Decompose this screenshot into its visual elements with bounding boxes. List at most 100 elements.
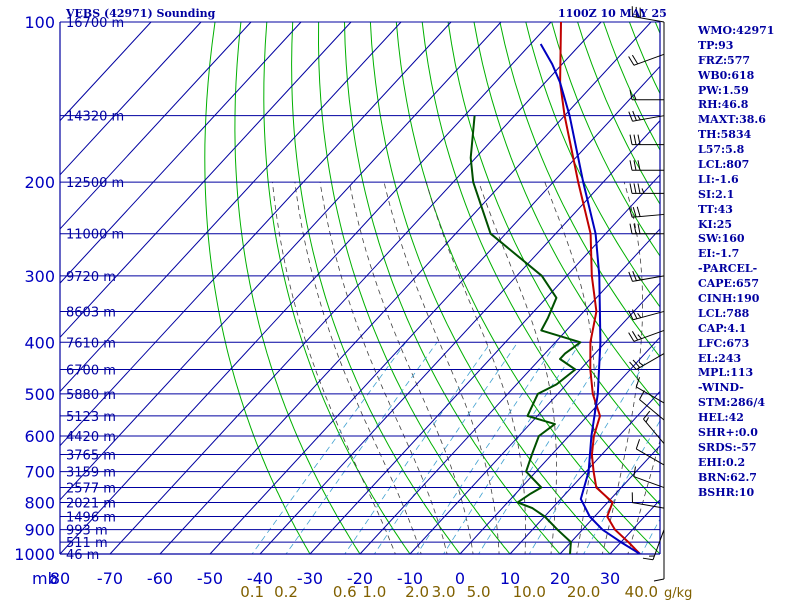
- pressure-unit-label: mb: [32, 569, 58, 588]
- wind-barb: [629, 183, 664, 194]
- moist-adiabat: [601, 181, 643, 554]
- barb-feather: [639, 390, 645, 400]
- dry-adiabat: [421, 22, 660, 506]
- height-label: 46 m: [66, 548, 99, 563]
- stat-item: LI:-1.6: [698, 172, 739, 186]
- barb-staff: [632, 502, 665, 509]
- wind-barb: [628, 271, 665, 282]
- height-label: 14320 m: [66, 110, 124, 125]
- stat-item: -PARCEL-: [698, 262, 758, 276]
- barb-staff: [636, 353, 665, 371]
- stat-item: SI:2.1: [698, 187, 735, 201]
- wind-barb: [628, 53, 665, 66]
- barb-feather: [641, 188, 645, 194]
- moist-adiabat: [294, 182, 422, 554]
- data-series: [469, 22, 641, 554]
- station-title: VEBS (42971) Sounding: [66, 7, 216, 20]
- mixing-ratio-label: 0.1: [240, 583, 264, 600]
- wind-barb: [629, 134, 664, 146]
- wind-barb: [633, 466, 665, 489]
- wind-barb: [631, 6, 665, 23]
- isotherm: [59, 21, 502, 501]
- isotherm: [59, 21, 552, 555]
- height-label: 5880 m: [66, 388, 116, 403]
- wind-barb: [631, 492, 665, 509]
- stat-item: TP:93: [698, 38, 734, 52]
- barb-feather: [638, 361, 644, 366]
- stat-item: TT:43: [698, 202, 733, 216]
- height-label: 12500 m: [66, 176, 124, 191]
- barb-feather: [629, 361, 637, 370]
- moist-adiabat: [319, 182, 448, 554]
- barb-feather: [628, 332, 635, 342]
- mixing-ratio-label: 40.0: [625, 583, 658, 600]
- isotherm: [259, 120, 661, 555]
- temperature-tick-label: 20: [550, 569, 570, 588]
- isotherm: [59, 21, 152, 121]
- pressure-tick-label: 500: [24, 385, 55, 404]
- isotherm: [59, 21, 302, 284]
- temperature-tick-label: 80: [50, 569, 70, 588]
- barb-feather: [633, 223, 637, 234]
- mixing-ratio-label: 1.0: [362, 583, 386, 600]
- stat-item: FRZ:577: [698, 53, 751, 67]
- pressure-tick-label: 700: [24, 463, 55, 482]
- height-label: 9720 m: [66, 270, 116, 285]
- dewpoint-line: [469, 115, 582, 554]
- wind-barb: [628, 329, 665, 342]
- barb-feather: [653, 578, 665, 582]
- barb-feather: [635, 377, 641, 388]
- temperature-tick-label: 10: [500, 569, 520, 588]
- stat-item: PW:1.59: [698, 83, 749, 97]
- barb-feather: [629, 89, 633, 100]
- mixing-ratio-line: [344, 342, 492, 554]
- mixing-ratio-label: 0.2: [274, 583, 298, 600]
- height-label: 8603 m: [66, 305, 116, 320]
- stat-item: HEL:42: [698, 411, 744, 425]
- wind-barb: [639, 390, 665, 421]
- temperature-tick-label: 0: [455, 569, 465, 588]
- stat-item: WMO:42971: [698, 24, 775, 37]
- barb-staff: [632, 275, 665, 282]
- stat-item: SW:160: [698, 232, 745, 246]
- stat-item: BSHR:10: [698, 485, 755, 499]
- pressure-tick-label: 900: [24, 521, 55, 540]
- stat-item: EL:243: [698, 351, 742, 365]
- mixing-ratio-label: 0.6: [333, 583, 357, 600]
- barb-feather: [628, 207, 633, 218]
- height-label: 2021 m: [66, 496, 116, 511]
- isotherm: [59, 21, 402, 392]
- barb-feather: [629, 134, 633, 145]
- isotherm: [459, 336, 661, 555]
- temperature-tick-label: 30: [600, 569, 620, 588]
- wind-barb: [643, 410, 665, 444]
- dry-adiabat: [551, 22, 660, 257]
- pressure-tick-label: 1000: [14, 545, 55, 564]
- moist-adiabat: [383, 182, 500, 554]
- stat-item: L57:5.8: [698, 143, 745, 157]
- wind-barb: [629, 353, 665, 371]
- background-lines: [204, 22, 660, 554]
- wind-barb: [635, 377, 665, 404]
- dry-adiabat: [525, 22, 660, 308]
- height-label: 7610 m: [66, 336, 116, 351]
- wind-barb: [642, 529, 665, 561]
- height-label: 3159 m: [66, 466, 116, 481]
- stat-item: WB0:618: [698, 68, 755, 82]
- barb-feather: [628, 310, 634, 320]
- wind-barb: [629, 223, 664, 235]
- barb-staff: [632, 213, 665, 218]
- barb-feather: [629, 183, 633, 194]
- barb-feather: [631, 309, 638, 319]
- stats-panel: WMO:42971 TP:93 FRZ:577 WB0:618 PW:1.59 RH:46…: [698, 24, 774, 501]
- stat-item: SHR+:0.0: [698, 426, 758, 440]
- pressure-tick-label: 800: [24, 493, 55, 512]
- mixing-ratio-line: [373, 342, 519, 554]
- wind-barb: [628, 309, 665, 321]
- isotherm: [309, 174, 661, 555]
- barb-feather: [642, 557, 654, 561]
- barb-feather: [633, 94, 637, 100]
- stat-item: LCL:807: [698, 158, 750, 172]
- temperature-tick-label: -50: [197, 569, 223, 588]
